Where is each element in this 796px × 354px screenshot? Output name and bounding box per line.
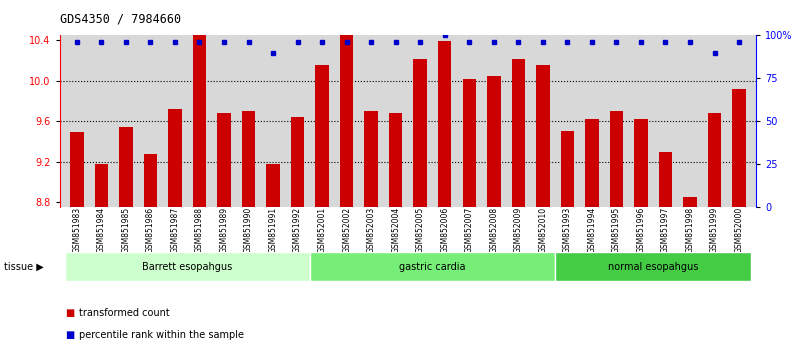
Text: GSM851993: GSM851993 (563, 207, 572, 253)
Text: GSM851983: GSM851983 (72, 207, 81, 253)
Bar (168, 109, 181, 354)
Text: GSM851997: GSM851997 (661, 207, 670, 253)
Text: GSM851987: GSM851987 (170, 207, 179, 253)
Text: GSM851991: GSM851991 (268, 207, 278, 253)
Bar (610, 111, 623, 354)
Text: normal esopahgus: normal esopahgus (608, 262, 698, 272)
Text: GDS4350 / 7984660: GDS4350 / 7984660 (60, 12, 181, 25)
Bar (64, 252, 310, 281)
Bar (291, 117, 304, 354)
Text: GSM852001: GSM852001 (318, 207, 326, 253)
Bar (365, 111, 378, 354)
Text: GSM852007: GSM852007 (465, 207, 474, 253)
Bar (683, 197, 696, 354)
Text: GSM851986: GSM851986 (146, 207, 155, 253)
Bar (95, 164, 108, 354)
Text: percentile rank within the sample: percentile rank within the sample (79, 330, 244, 339)
Text: GSM851985: GSM851985 (122, 207, 131, 253)
Text: GSM851989: GSM851989 (220, 207, 228, 253)
Bar (560, 131, 574, 354)
Bar (193, 18, 206, 354)
Bar (732, 89, 746, 354)
Bar (310, 252, 555, 281)
Bar (585, 119, 599, 354)
Bar (144, 154, 157, 354)
Bar (70, 132, 84, 354)
Text: GSM851998: GSM851998 (685, 207, 694, 253)
Text: ■: ■ (65, 308, 75, 318)
Bar (555, 252, 751, 281)
Bar (487, 76, 501, 354)
Text: GSM852002: GSM852002 (342, 207, 351, 253)
Bar (315, 65, 329, 354)
Text: GSM852004: GSM852004 (391, 207, 400, 253)
Text: GSM852003: GSM852003 (367, 207, 376, 253)
Text: GSM851996: GSM851996 (637, 207, 646, 253)
Bar (119, 127, 133, 354)
Bar (242, 111, 256, 354)
Text: GSM851995: GSM851995 (612, 207, 621, 253)
Bar (340, 35, 353, 354)
Text: ■: ■ (65, 330, 75, 339)
Bar (389, 113, 403, 354)
Text: GSM852006: GSM852006 (440, 207, 449, 253)
Text: GSM851988: GSM851988 (195, 207, 204, 253)
Bar (438, 41, 451, 354)
Text: transformed count: transformed count (79, 308, 170, 318)
Bar (659, 152, 672, 354)
Bar (217, 113, 231, 354)
Text: gastric cardia: gastric cardia (400, 262, 466, 272)
Text: Barrett esopahgus: Barrett esopahgus (142, 262, 232, 272)
Bar (462, 79, 476, 354)
Text: tissue ▶: tissue ▶ (4, 262, 44, 272)
Bar (708, 113, 721, 354)
Bar (536, 65, 549, 354)
Bar (512, 59, 525, 354)
Bar (413, 59, 427, 354)
Text: GSM852005: GSM852005 (416, 207, 425, 253)
Text: GSM851994: GSM851994 (587, 207, 596, 253)
Text: GSM852010: GSM852010 (538, 207, 548, 253)
Text: GSM852000: GSM852000 (735, 207, 743, 253)
Text: GSM852009: GSM852009 (513, 207, 523, 253)
Text: GSM851984: GSM851984 (97, 207, 106, 253)
Bar (267, 164, 280, 354)
Text: GSM851992: GSM851992 (293, 207, 302, 253)
Text: GSM851990: GSM851990 (244, 207, 253, 253)
Text: GSM851999: GSM851999 (710, 207, 719, 253)
Text: GSM852008: GSM852008 (490, 207, 498, 253)
Bar (634, 119, 648, 354)
